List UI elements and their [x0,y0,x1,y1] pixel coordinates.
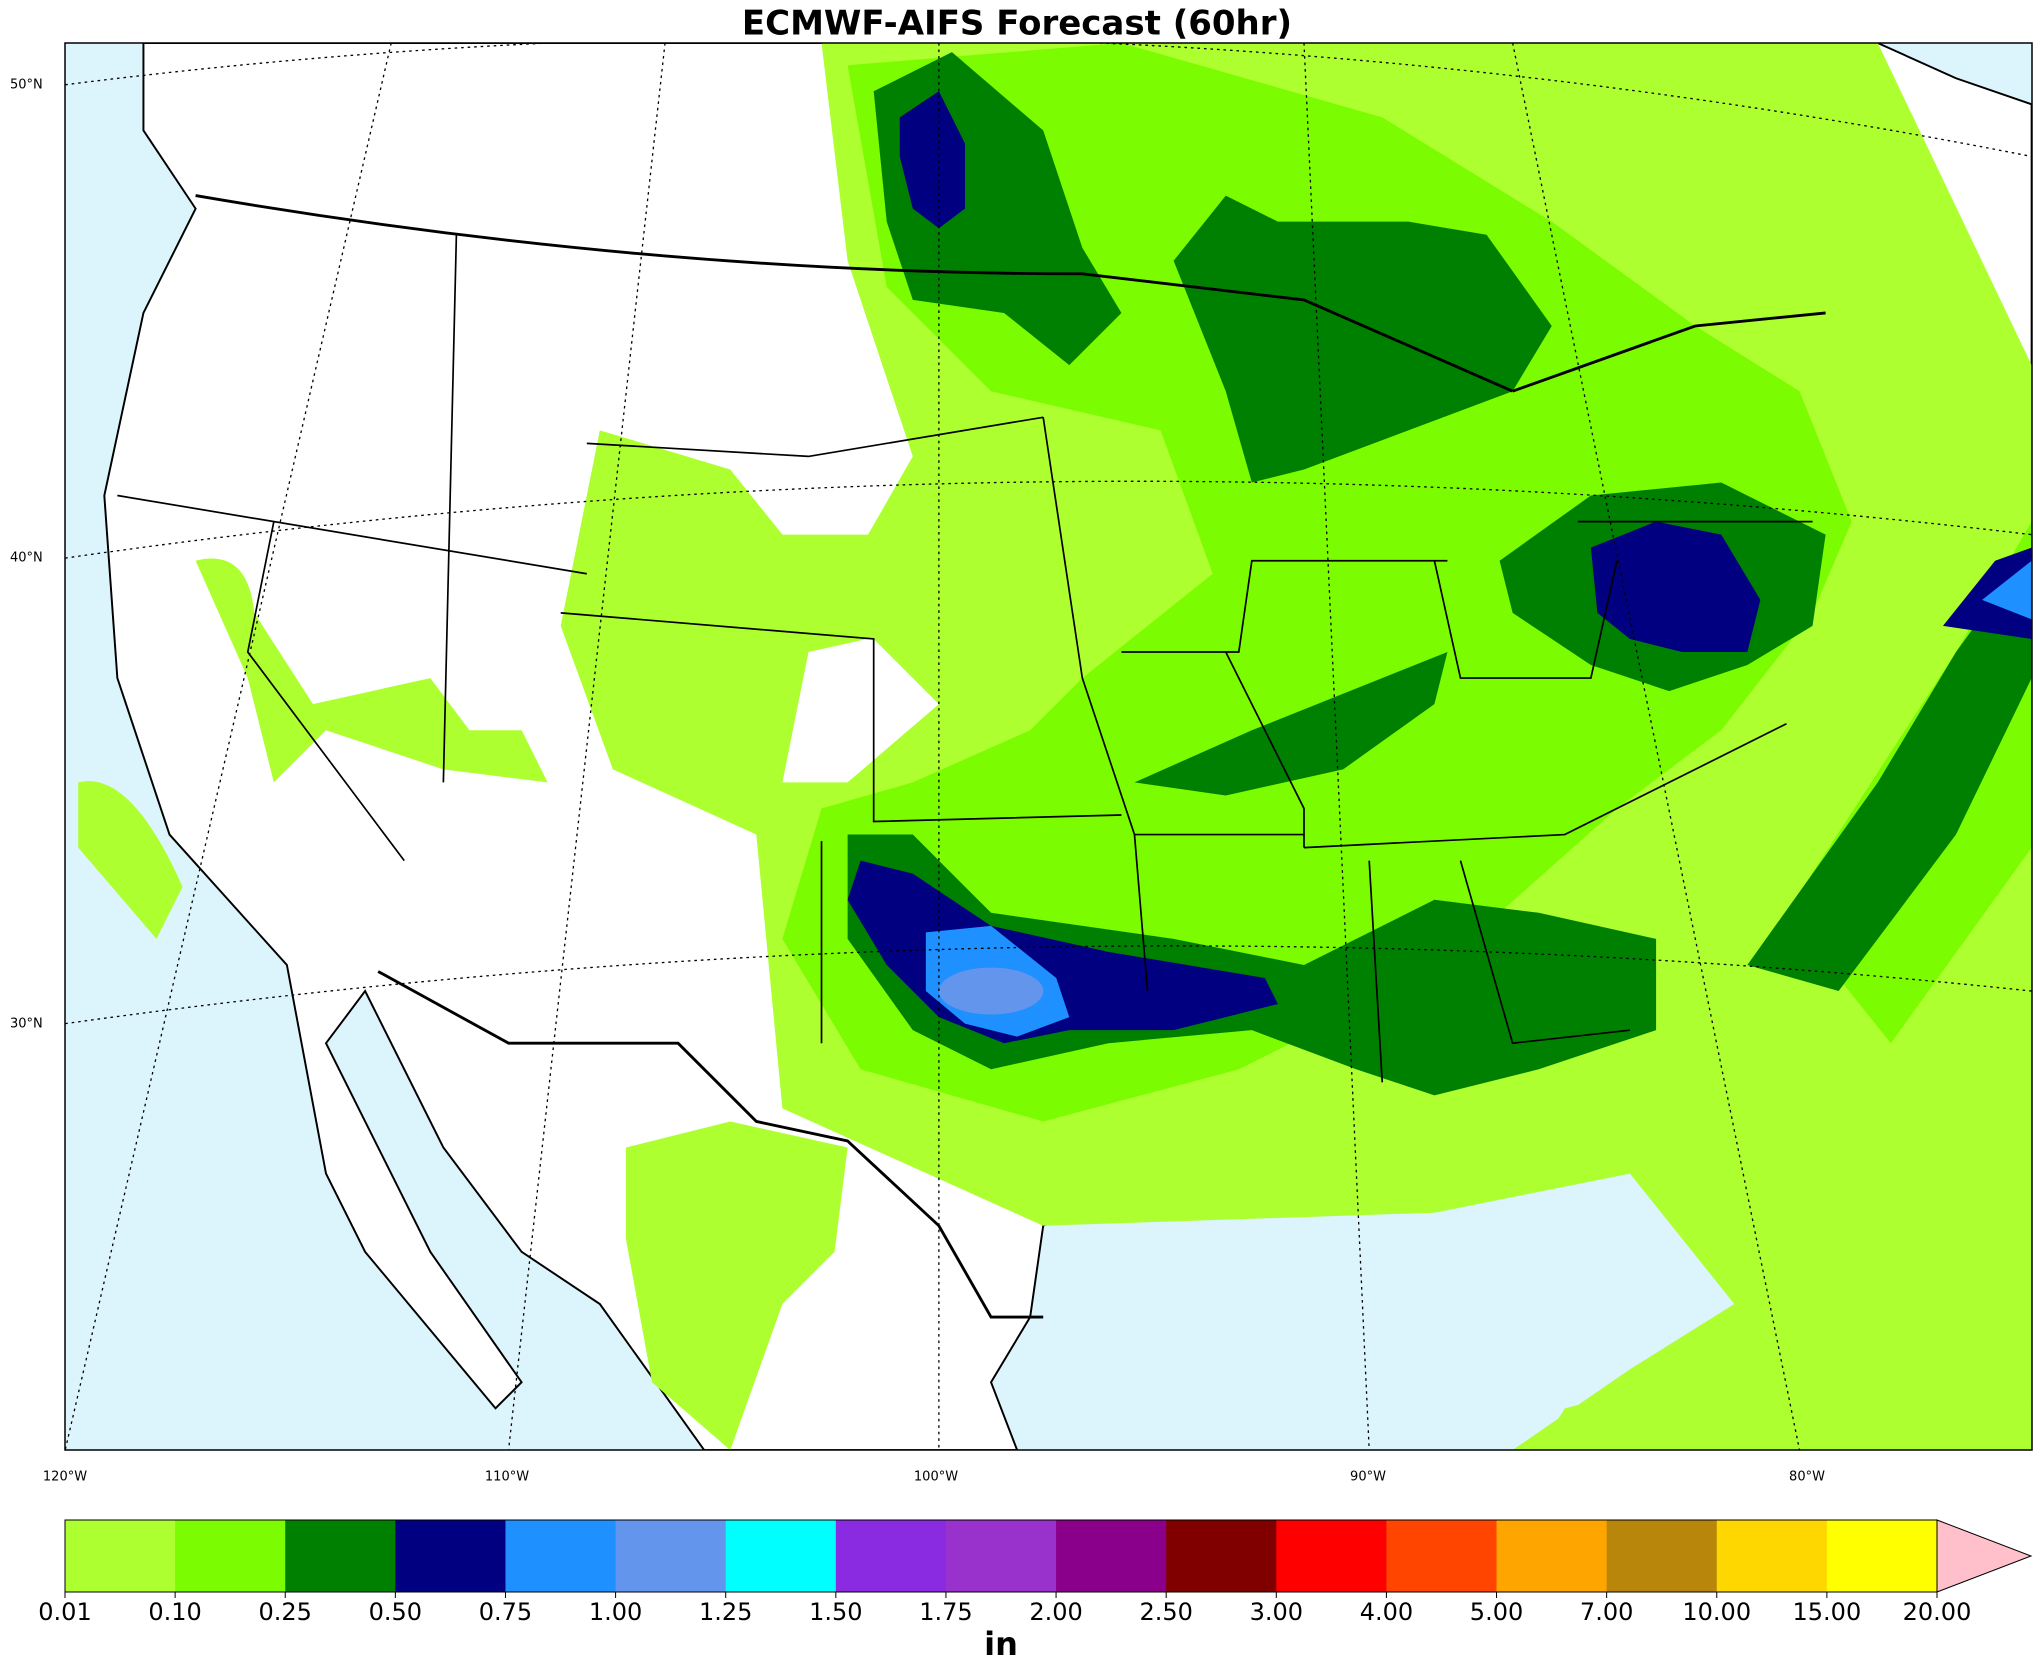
lat-label: 40°N [10,551,43,566]
colorbar-tick-label: 0.50 [369,1598,422,1626]
colorbar-label: in [984,1625,1018,1663]
colorbar-tick-label: 20.00 [1903,1598,1972,1626]
colorbar-segment [945,1520,1057,1592]
state-lines [117,234,1813,1083]
map-area [65,43,2032,1450]
colorbar-segment [1386,1520,1498,1592]
colorbar-tick-label: 15.00 [1793,1598,1862,1626]
graticule [65,43,2032,1450]
colorbar-segment [1716,1520,1828,1592]
colorbar-segment [1056,1520,1167,1592]
colorbar-tick-label: 2.50 [1139,1598,1192,1626]
colorbar-frame [64,1519,1938,1593]
colorbar-segment [725,1520,837,1592]
colorbar-segment [395,1520,506,1592]
lon-label: 110°W [485,1470,529,1485]
colorbar-tick-label: 0.75 [479,1598,532,1626]
lon-label: 120°W [43,1470,87,1485]
colorbar-segment [175,1520,286,1592]
colorbar-segment [65,1520,176,1592]
lon-label: 100°W [914,1470,958,1485]
borders [195,194,1826,1319]
colorbar-segment [615,1520,727,1592]
colorbar-extend [1936,1519,2033,1593]
colorbar-segment [1606,1520,1718,1592]
title: ECMWF-AIFS Forecast (60hr) [742,4,1292,44]
map-frame [64,42,2033,1451]
lat-label: 30°N [10,1017,43,1032]
colorbar-tick-label: 10.00 [1682,1598,1751,1626]
colorbar-tick-label: 4.00 [1360,1598,1413,1626]
colorbar-tick-label: 2.00 [1029,1598,1082,1626]
colorbar-segment [285,1520,396,1592]
colorbar-segment [1496,1520,1608,1592]
colorbar-tick-label: 1.25 [699,1598,752,1626]
colorbar-segment [1166,1520,1277,1592]
colorbar-segment [835,1520,947,1592]
colorbar-tick-label: 0.10 [148,1598,201,1626]
colorbar-tick-label: 5.00 [1470,1598,1523,1626]
precip-max [938,967,1044,1015]
colorbar-tick-label: 3.00 [1250,1598,1303,1626]
colorbar-tick-label: 1.75 [919,1598,972,1626]
colorbar-tick-label: 1.00 [589,1598,642,1626]
colorbar-tick-label: 1.50 [809,1598,862,1626]
colorbar-tick-label: 7.00 [1580,1598,1633,1626]
lat-label: 50°N [10,78,43,93]
lon-label: 80°W [1789,1470,1825,1485]
colorbar-segment [1826,1520,1938,1592]
colorbar-segment [505,1520,617,1592]
precip-light-west [78,558,2032,1450]
colorbar-tick-label: 0.01 [38,1598,91,1626]
colorbar-tick-label: 0.25 [259,1598,312,1626]
lon-label: 90°W [1350,1470,1386,1485]
colorbar-segment [1276,1520,1387,1592]
